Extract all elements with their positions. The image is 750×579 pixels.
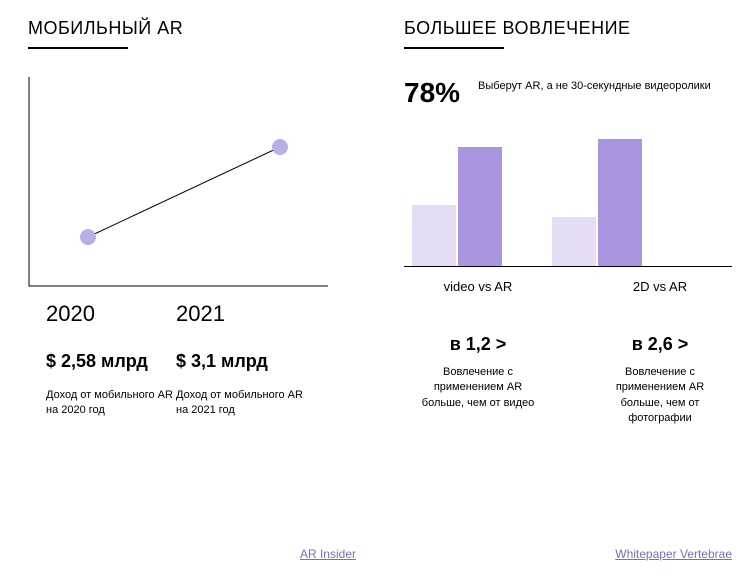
- compare-value: в 2,6 >: [594, 334, 726, 355]
- compare-values-row: в 1,2 > в 2,6 >: [404, 334, 732, 355]
- section-title: МОБИЛЬНЫЙ AR: [28, 18, 356, 39]
- infographic-page: МОБИЛЬНЫЙ AR 2020 $ 2,58 млрд Доход от м…: [0, 0, 750, 579]
- compare-caption: Вовлечение с применением AR больше, чем …: [594, 365, 726, 427]
- line-chart-svg: [28, 77, 328, 287]
- title-underline: [28, 47, 128, 49]
- bar: [552, 217, 596, 267]
- line-chart-columns: 2020 $ 2,58 млрд Доход от мобильного AR …: [28, 287, 328, 419]
- engagement-section: БОЛЬШЕЕ ВОВЛЕЧЕНИЕ 78% Выберут AR, а не …: [386, 18, 732, 579]
- bar: [412, 205, 456, 267]
- headline-stat: 78% Выберут AR, а не 30-секундные видеор…: [404, 77, 732, 109]
- amount-caption: Доход от мобильного AR на 2020 год: [46, 388, 176, 419]
- year-col-2020: 2020 $ 2,58 млрд Доход от мобильного AR …: [46, 287, 176, 419]
- title-underline: [404, 47, 504, 49]
- section-title: БОЛЬШЕЕ ВОВЛЕЧЕНИЕ: [404, 18, 732, 39]
- bar: [598, 139, 642, 267]
- stat-caption: Выберут AR, а не 30-секундные видеоролик…: [478, 77, 711, 94]
- source-left: AR Insider: [28, 547, 356, 561]
- source-link[interactable]: AR Insider: [300, 547, 356, 561]
- bar-group: [552, 139, 642, 267]
- bar-baseline: [404, 266, 732, 267]
- mobile-ar-section: МОБИЛЬНЫЙ AR 2020 $ 2,58 млрд Доход от м…: [28, 18, 386, 579]
- chart-point: [80, 229, 96, 245]
- chart-point: [272, 139, 288, 155]
- compare-value: в 1,2 >: [412, 334, 544, 355]
- year-label: 2020: [46, 301, 95, 327]
- bar: [458, 147, 502, 267]
- compare-caption: Вовлечение с применением AR больше, чем …: [412, 365, 544, 427]
- bar-group-label: video vs AR: [412, 279, 544, 294]
- engagement-bar-chart: [404, 127, 732, 267]
- source-link[interactable]: Whitepaper Vertebrae: [615, 547, 732, 561]
- bar-group-label: 2D vs AR: [594, 279, 726, 294]
- source-right: Whitepaper Vertebrae: [404, 547, 732, 561]
- stat-value: 78%: [404, 77, 460, 109]
- amount-caption: Доход от мобильного AR на 2021 год: [176, 388, 306, 419]
- mobile-ar-line-chart: [28, 77, 328, 287]
- bar-labels-row: video vs AR 2D vs AR: [404, 267, 732, 294]
- amount-label: $ 2,58 млрд: [46, 351, 148, 372]
- year-col-2021: 2021 $ 3,1 млрд Доход от мобильного AR н…: [176, 287, 306, 419]
- amount-label: $ 3,1 млрд: [176, 351, 268, 372]
- compare-captions-row: Вовлечение с применением AR больше, чем …: [404, 365, 732, 427]
- year-label: 2021: [176, 301, 225, 327]
- bar-group: [412, 147, 502, 267]
